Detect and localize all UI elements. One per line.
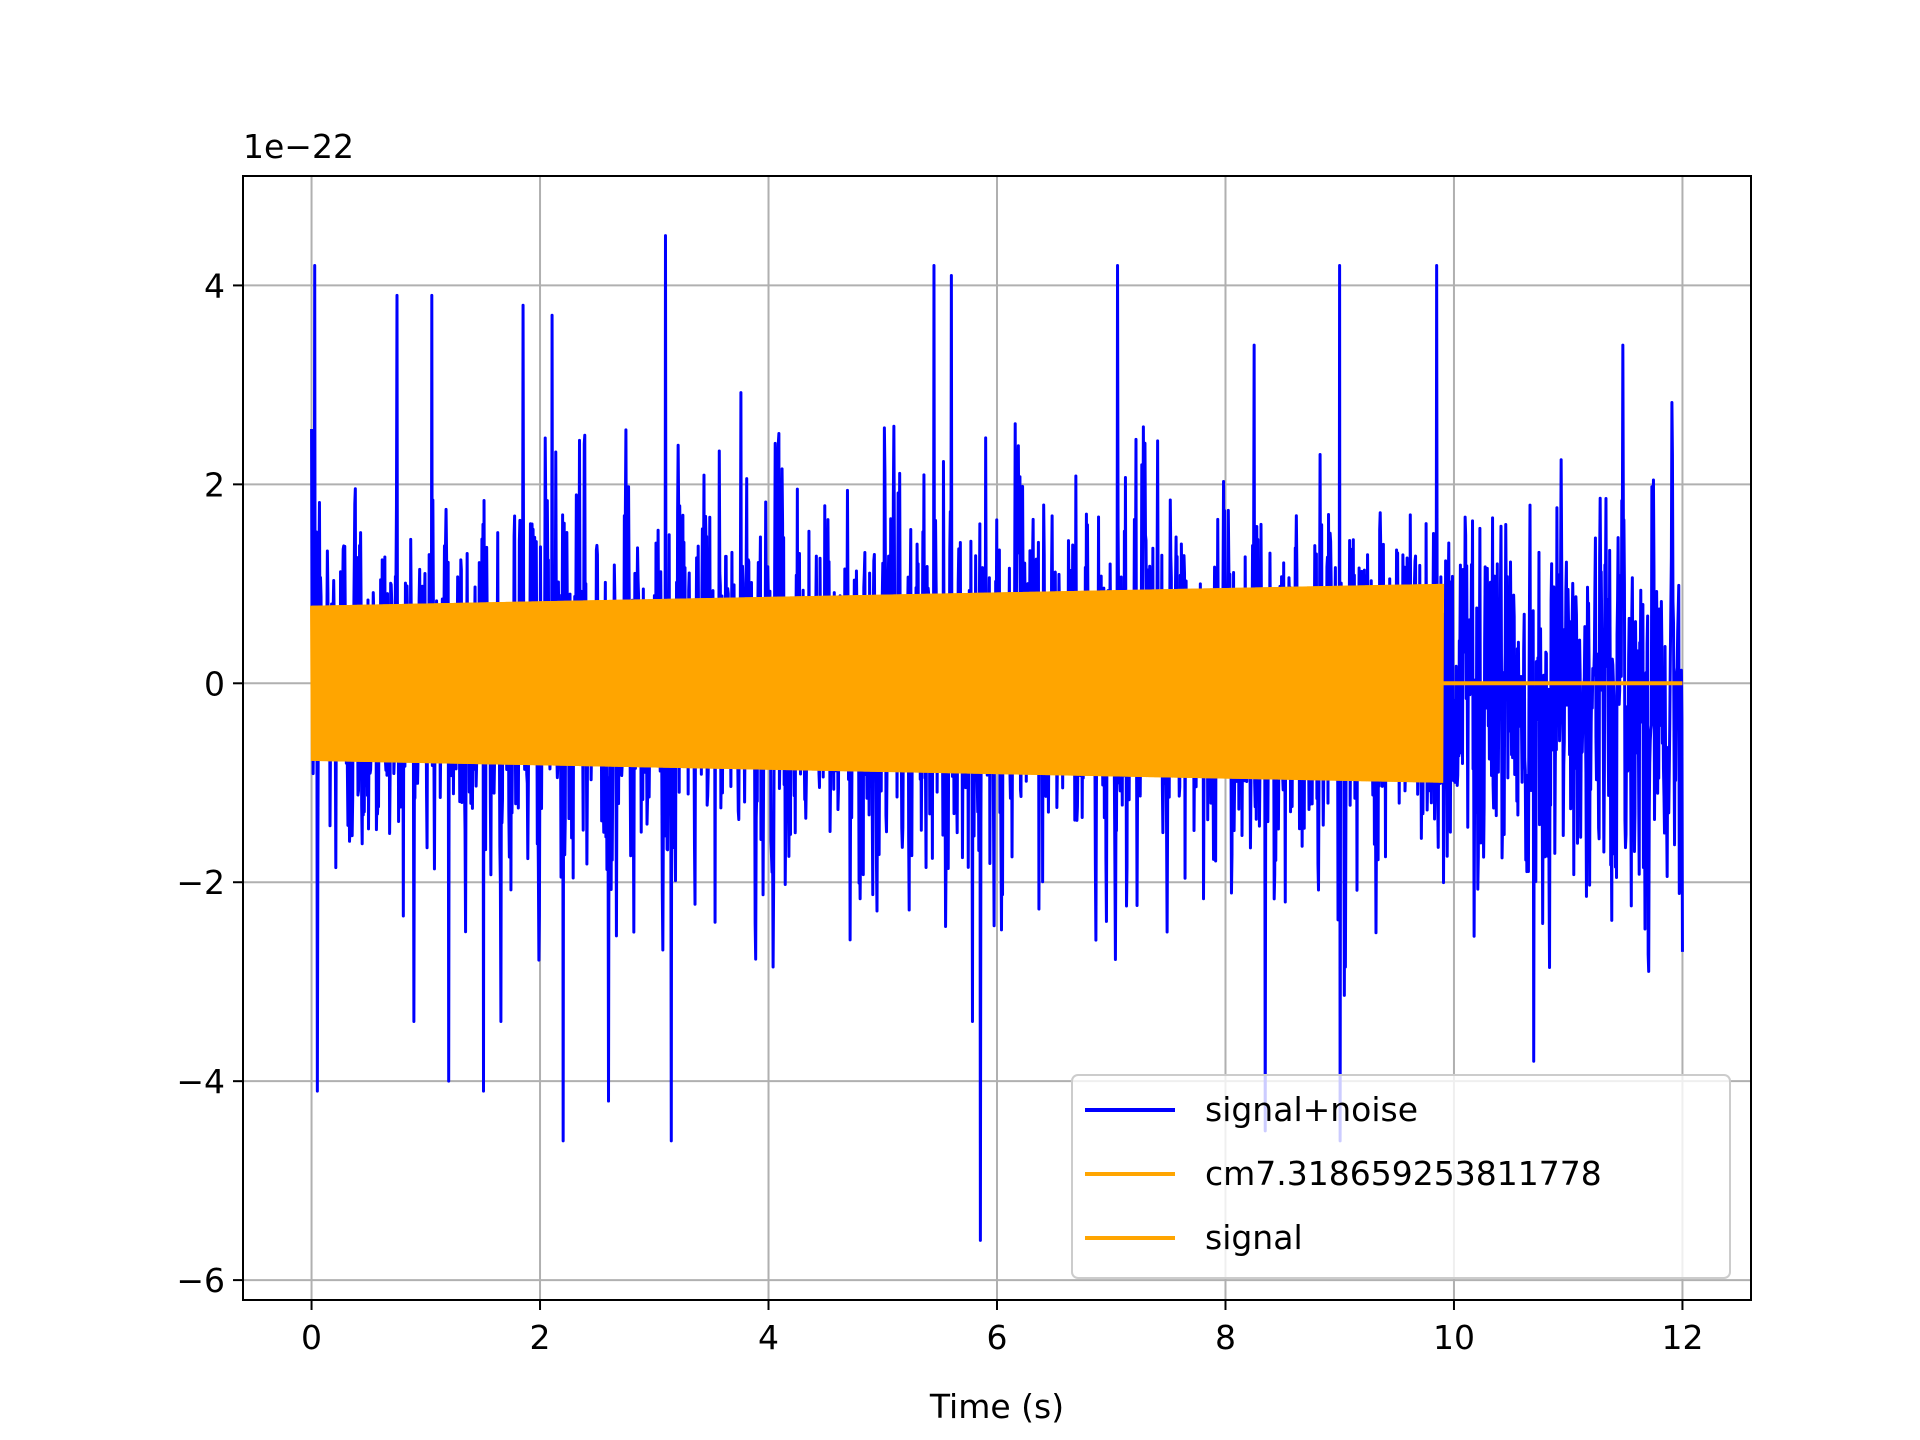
series-layer bbox=[310, 234, 1684, 1242]
y-tick-label: 4 bbox=[204, 266, 225, 305]
y-tick-label: −4 bbox=[176, 1062, 225, 1101]
x-axis-title: Time (s) bbox=[929, 1387, 1064, 1426]
x-tick-label: 2 bbox=[530, 1318, 551, 1357]
legend-label-cm: cm7.318659253811778 bbox=[1205, 1154, 1602, 1193]
legend-box bbox=[1071, 1074, 1731, 1279]
x-tick-label: 0 bbox=[301, 1318, 322, 1357]
legend-label-signal: signal bbox=[1205, 1218, 1303, 1257]
x-tick-label: 6 bbox=[987, 1318, 1008, 1357]
y-tick-label: 0 bbox=[204, 664, 225, 703]
ticks: 0 2 4 6 8 10 12 −6 −4 −2 0 2 4 bbox=[176, 266, 1703, 1357]
series-cm-band-envelope bbox=[311, 583, 1443, 783]
x-tick-label: 4 bbox=[758, 1318, 779, 1357]
y-offset-label: 1e−22 bbox=[243, 127, 354, 166]
x-tick-label: 8 bbox=[1215, 1318, 1236, 1357]
legend: signal+noise cm7.318659253811778 signal bbox=[1071, 1074, 1731, 1279]
x-tick-label: 10 bbox=[1433, 1318, 1475, 1357]
y-tick-label: −2 bbox=[176, 863, 225, 902]
y-tick-label: 2 bbox=[204, 465, 225, 504]
x-tick-label: 12 bbox=[1661, 1318, 1703, 1357]
y-tick-label: −6 bbox=[176, 1261, 225, 1300]
legend-label-signal-noise: signal+noise bbox=[1205, 1090, 1418, 1129]
